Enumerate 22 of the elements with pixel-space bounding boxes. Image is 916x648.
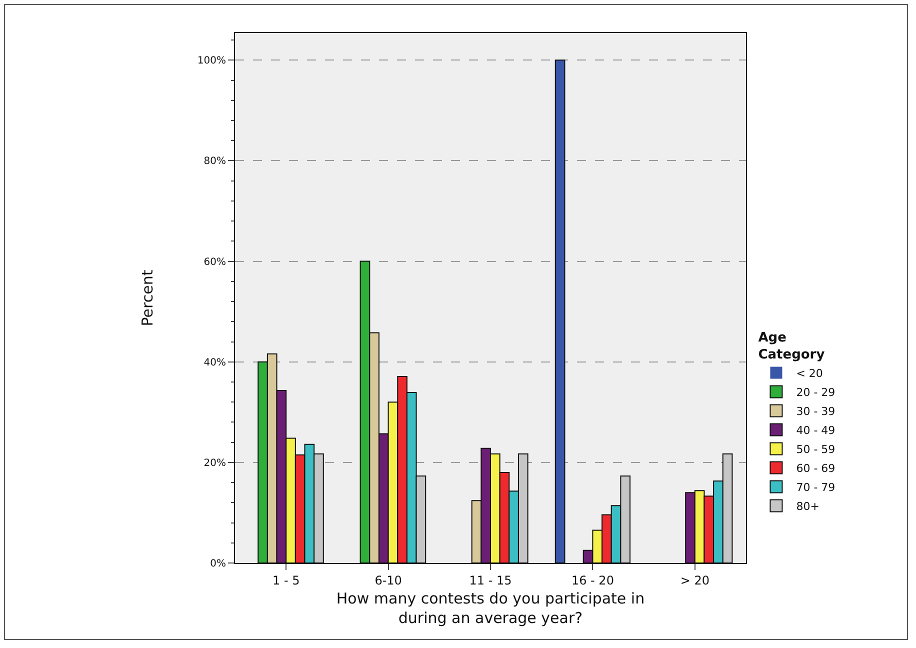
y-tick-label: 60%: [204, 256, 226, 268]
x-tick-label: 11 - 15: [469, 573, 512, 588]
y-tick-label: 40%: [204, 357, 226, 368]
x-tick-label: 1 - 5: [272, 573, 300, 588]
legend-label: 70 - 79: [796, 481, 836, 494]
legend-label: 40 - 49: [796, 424, 836, 438]
x-axis-title: How many contests do you participate in during an average year?: [336, 589, 645, 627]
legend-label: < 20: [796, 367, 823, 380]
y-tick-label: 100%: [197, 56, 226, 67]
y-tick-label: 20%: [204, 458, 226, 469]
x-tick-label: > 20: [680, 573, 710, 588]
x-tick-label: 16 - 20: [571, 573, 614, 588]
y-tick-label: 0%: [210, 558, 226, 570]
legend-label: 20 - 29: [796, 386, 836, 400]
y-tick-label: 80%: [204, 156, 226, 168]
x-tick-label: 6-10: [374, 573, 402, 588]
legend-label: 50 - 59: [796, 443, 836, 456]
legend-label: 30 - 39: [796, 405, 836, 418]
legend-title: Age Category: [758, 330, 826, 362]
legend-label: 80+: [796, 500, 820, 514]
y-axis-title: Percent: [138, 270, 157, 326]
legend-label: 60 - 69: [796, 462, 836, 476]
